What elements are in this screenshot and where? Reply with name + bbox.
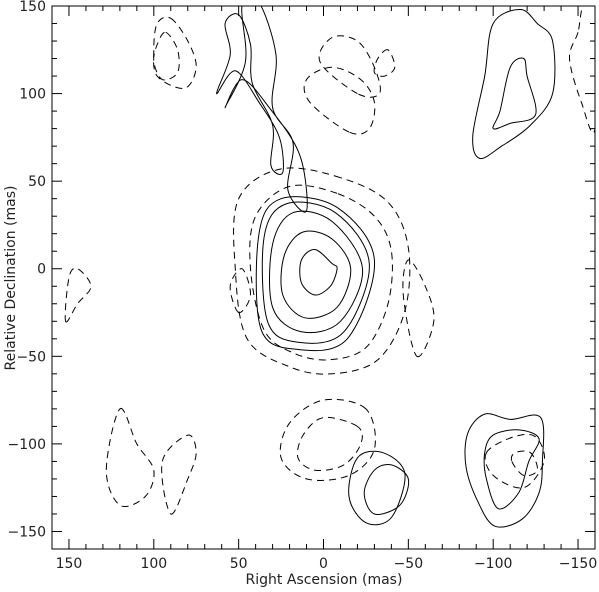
negative-contour-10 — [296, 416, 363, 471]
x-tick-label: 100 — [140, 556, 167, 572]
negative-contour-12 — [229, 268, 252, 314]
positive-contour-8 — [472, 8, 556, 160]
plot-frame — [51, 5, 596, 550]
x-tick-label: 150 — [56, 556, 83, 572]
negative-contour-4 — [373, 49, 396, 77]
positive-contour-1 — [280, 230, 352, 319]
x-axis-label: Right Ascension (mas) — [246, 572, 403, 588]
positive-contour-5 — [216, 13, 284, 175]
negative-contour-13 — [105, 408, 155, 508]
x-tick-label: 0 — [319, 556, 328, 572]
positive-contour-9 — [483, 429, 540, 510]
contour-lines-group — [64, 6, 595, 528]
y-tick-label: −100 — [8, 437, 46, 453]
x-tick-label: −50 — [394, 556, 424, 572]
negative-contour-1 — [233, 167, 411, 375]
negative-contour-0 — [249, 184, 393, 361]
negative-contour-15 — [64, 267, 92, 323]
positive-contour-3 — [261, 201, 370, 344]
positive-contour-0 — [299, 248, 338, 296]
negative-contour-2 — [318, 35, 381, 98]
negative-contour-7 — [484, 433, 546, 489]
tick-labels-group: 150 100 50 0 −50 −100 −150 150 100 50 0 −50 −100 −150 — [8, 0, 598, 572]
negative-contour-3 — [303, 66, 376, 135]
y-tick-label: −50 — [16, 349, 46, 365]
negative-contour-9 — [279, 398, 376, 481]
y-axis-label: Relative Declination (mas) — [3, 186, 19, 371]
y-tick-label: 50 — [28, 174, 46, 190]
positive-contour-7 — [492, 57, 537, 130]
positive-contour-2 — [269, 210, 364, 334]
positive-contour-4 — [255, 196, 375, 352]
negative-contour-6 — [153, 31, 180, 81]
y-tick-label: 150 — [19, 0, 46, 15]
negative-contour-8 — [510, 450, 538, 477]
x-tick-label: −150 — [559, 556, 597, 572]
x-tick-label: −100 — [474, 556, 512, 572]
positive-contour-6 — [224, 6, 308, 213]
negative-contour-14 — [568, 6, 595, 134]
y-tick-label: 0 — [37, 262, 46, 278]
negative-contour-5 — [153, 16, 197, 89]
positive-contour-12 — [348, 450, 406, 526]
negative-contour-11 — [402, 259, 435, 358]
x-tick-label: 50 — [230, 556, 248, 572]
y-tick-label: −150 — [8, 524, 46, 540]
positive-contour-11 — [363, 463, 410, 515]
negative-contour-16 — [161, 434, 197, 515]
y-tick-label: 100 — [19, 87, 46, 103]
positive-contour-10 — [464, 413, 545, 528]
